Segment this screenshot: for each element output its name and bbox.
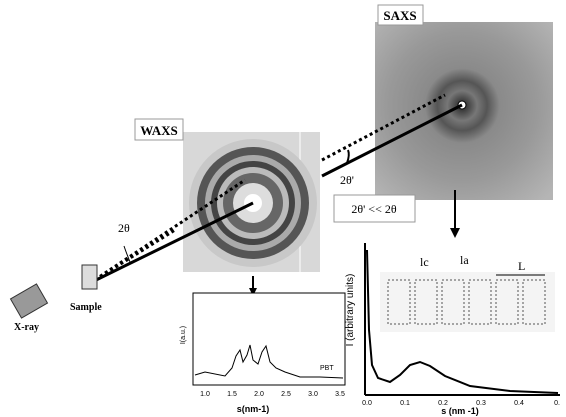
x-tick-label: 0.0 (362, 400, 372, 407)
angle-label: 2θ' (340, 173, 354, 187)
beam (89, 201, 254, 285)
x-tick-label: 3.0 (308, 391, 318, 398)
beam (321, 103, 463, 178)
x-tick-label: 3.5 (335, 391, 345, 398)
comparison-label: 2θ' << 2θ (351, 202, 396, 216)
inset-label: lc (420, 255, 429, 269)
sample (81, 264, 98, 290)
plot-frame (192, 292, 346, 386)
x-axis-label: s (nm -1) (441, 406, 479, 416)
x-tick-label: 2.5 (281, 391, 291, 398)
lamella (522, 279, 546, 325)
label-box (134, 118, 184, 141)
label-box (377, 4, 424, 26)
waxs-pattern (183, 132, 320, 272)
saxs-detector (375, 22, 553, 200)
waxs-label: WAXS (140, 123, 178, 138)
lamella (387, 279, 411, 325)
x-tick-label: 1.0 (200, 391, 210, 398)
arrow-head (249, 288, 257, 296)
x-tick-label: 0. (554, 400, 560, 407)
source-label: X-ray (14, 322, 39, 333)
angle-arc (123, 245, 131, 263)
lamellar-inset (380, 272, 555, 332)
x-axis-label: s(nm-1) (237, 404, 270, 414)
inset-bg (380, 272, 555, 332)
angle-label: 2θ (118, 221, 130, 235)
angle-arc (346, 149, 350, 164)
x-ticks: 0.0 0.1 0.2 0.3 0.4 0. (362, 400, 560, 407)
y-axis-label: I(a.u.) (180, 326, 187, 344)
y-axis-label: I (arbitrary units) (345, 274, 356, 347)
lamella (441, 279, 465, 325)
label-box (333, 194, 416, 223)
profile-curve (366, 249, 559, 394)
lamella (495, 279, 519, 325)
x-tick-label: 2.0 (254, 391, 264, 398)
x-tick-label: 1.5 (227, 391, 237, 398)
lamella (468, 279, 492, 325)
beam-extension (89, 228, 176, 285)
arrows (249, 190, 460, 296)
lamella (414, 279, 438, 325)
x-tick-label: 0.1 (400, 400, 410, 407)
waxs-plot: I(a.u.) PBT 1.0 1.5 2.0 2.5 3.0 3.5 s(nm-1) (180, 292, 346, 414)
x-ticks: 1.0 1.5 2.0 2.5 3.0 3.5 (200, 391, 345, 398)
x-tick-label: 0.2 (438, 400, 448, 407)
arrow-head (450, 228, 460, 238)
beam-geometry (9, 93, 463, 319)
scatter-ray (321, 93, 446, 162)
saxs-label: SAXS (383, 8, 416, 23)
profile-curve (194, 344, 344, 379)
inset-label: la (460, 253, 469, 267)
saxs-pattern (375, 22, 553, 200)
saxs-plot: lc la L I (arbitrary units) 0.0 0.1 0.2 0.3… (345, 243, 560, 416)
x-tick-label: 0.4 (514, 400, 524, 407)
x-tick-label: 0.3 (476, 400, 486, 407)
annotation: PBT (320, 365, 334, 372)
inset-label: L (518, 259, 525, 273)
sample-label: Sample (70, 302, 102, 313)
xray-source (9, 283, 49, 319)
